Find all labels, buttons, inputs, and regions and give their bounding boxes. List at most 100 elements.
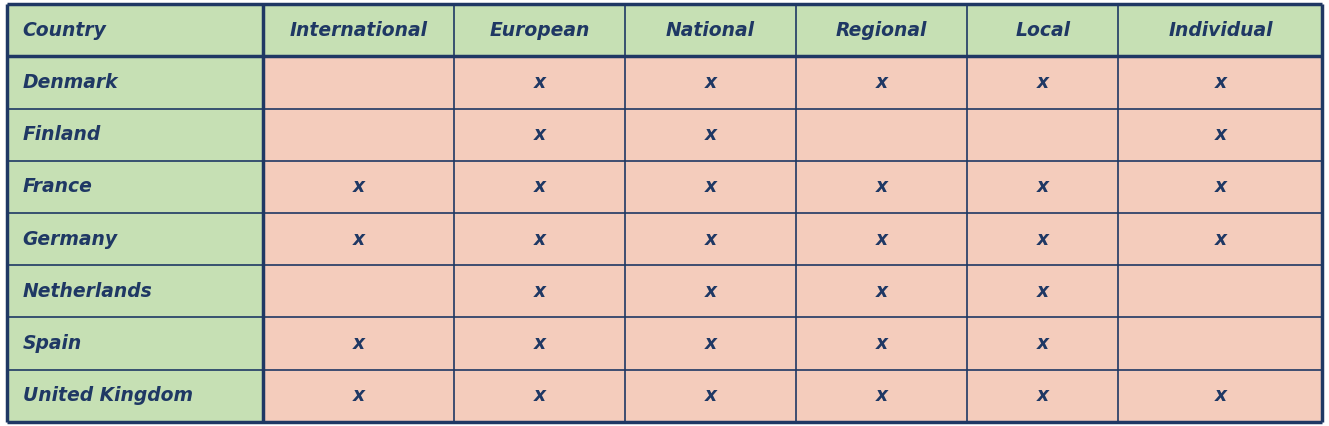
Text: x: x (704, 282, 716, 301)
Bar (7, 213, 263, 265)
Text: x: x (1215, 230, 1227, 249)
Text: Spain: Spain (23, 334, 82, 353)
Text: x: x (533, 282, 546, 301)
Text: France: France (23, 177, 93, 196)
Bar (968, 317, 1119, 370)
Text: European: European (489, 21, 590, 40)
Text: x: x (352, 386, 364, 405)
Text: Individual: Individual (1168, 21, 1273, 40)
Bar (455, 57, 625, 109)
Bar (796, 109, 968, 161)
Text: x: x (1037, 386, 1049, 405)
Bar (263, 161, 455, 213)
Text: x: x (352, 177, 364, 196)
Text: x: x (1037, 177, 1049, 196)
Bar (968, 369, 1119, 422)
Bar (968, 213, 1119, 265)
Text: x: x (352, 334, 364, 353)
Bar (1119, 213, 1322, 265)
Bar (625, 317, 796, 370)
Text: x: x (876, 73, 888, 92)
Text: Country: Country (23, 21, 106, 40)
Bar (968, 265, 1119, 317)
Bar (625, 369, 796, 422)
Text: x: x (1215, 177, 1227, 196)
Text: x: x (1037, 230, 1049, 249)
Bar (796, 161, 968, 213)
Bar (625, 213, 796, 265)
Text: x: x (1215, 125, 1227, 144)
Bar (7, 369, 263, 422)
Bar (796, 213, 968, 265)
Bar (625, 265, 796, 317)
Bar (796, 369, 968, 422)
Bar (455, 213, 625, 265)
Bar (796, 317, 968, 370)
Bar (263, 109, 455, 161)
Text: x: x (1037, 73, 1049, 92)
Bar (7, 317, 263, 370)
Bar (1119, 109, 1322, 161)
Text: x: x (876, 177, 888, 196)
Text: Regional: Regional (836, 21, 928, 40)
Text: x: x (1037, 282, 1049, 301)
Text: x: x (704, 125, 716, 144)
Text: x: x (1215, 386, 1227, 405)
Text: Local: Local (1015, 21, 1070, 40)
Bar (455, 265, 625, 317)
Bar (1119, 265, 1322, 317)
Bar (7, 109, 263, 161)
Bar (1119, 161, 1322, 213)
Text: x: x (1215, 73, 1227, 92)
Text: Germany: Germany (23, 230, 118, 249)
Text: x: x (1037, 334, 1049, 353)
Bar (263, 317, 455, 370)
Text: x: x (704, 73, 716, 92)
Bar (7, 265, 263, 317)
Bar (968, 4, 1119, 57)
Bar (625, 57, 796, 109)
Text: x: x (876, 334, 888, 353)
Text: x: x (533, 334, 546, 353)
Text: x: x (876, 386, 888, 405)
Text: x: x (876, 282, 888, 301)
Bar (625, 4, 796, 57)
Bar (968, 109, 1119, 161)
Bar (455, 109, 625, 161)
Bar (1119, 57, 1322, 109)
Text: x: x (533, 177, 546, 196)
Text: United Kingdom: United Kingdom (23, 386, 193, 405)
Bar (7, 161, 263, 213)
Bar (1119, 4, 1322, 57)
Text: International: International (290, 21, 428, 40)
Text: x: x (876, 230, 888, 249)
Text: x: x (533, 230, 546, 249)
Text: Finland: Finland (23, 125, 101, 144)
Bar (263, 57, 455, 109)
Bar (968, 57, 1119, 109)
Bar (455, 369, 625, 422)
Text: x: x (533, 125, 546, 144)
Bar (1119, 317, 1322, 370)
Text: x: x (704, 177, 716, 196)
Text: x: x (533, 73, 546, 92)
Bar (1119, 369, 1322, 422)
Bar (263, 213, 455, 265)
Bar (263, 369, 455, 422)
Text: National: National (666, 21, 755, 40)
Bar (796, 4, 968, 57)
Text: x: x (704, 386, 716, 405)
Bar (968, 161, 1119, 213)
Text: x: x (704, 230, 716, 249)
Text: x: x (704, 334, 716, 353)
Bar (263, 265, 455, 317)
Bar (455, 4, 625, 57)
Bar (263, 4, 455, 57)
Text: x: x (533, 386, 546, 405)
Text: Netherlands: Netherlands (23, 282, 153, 301)
Bar (455, 161, 625, 213)
Text: x: x (352, 230, 364, 249)
Bar (796, 57, 968, 109)
Bar (625, 161, 796, 213)
Bar (455, 317, 625, 370)
